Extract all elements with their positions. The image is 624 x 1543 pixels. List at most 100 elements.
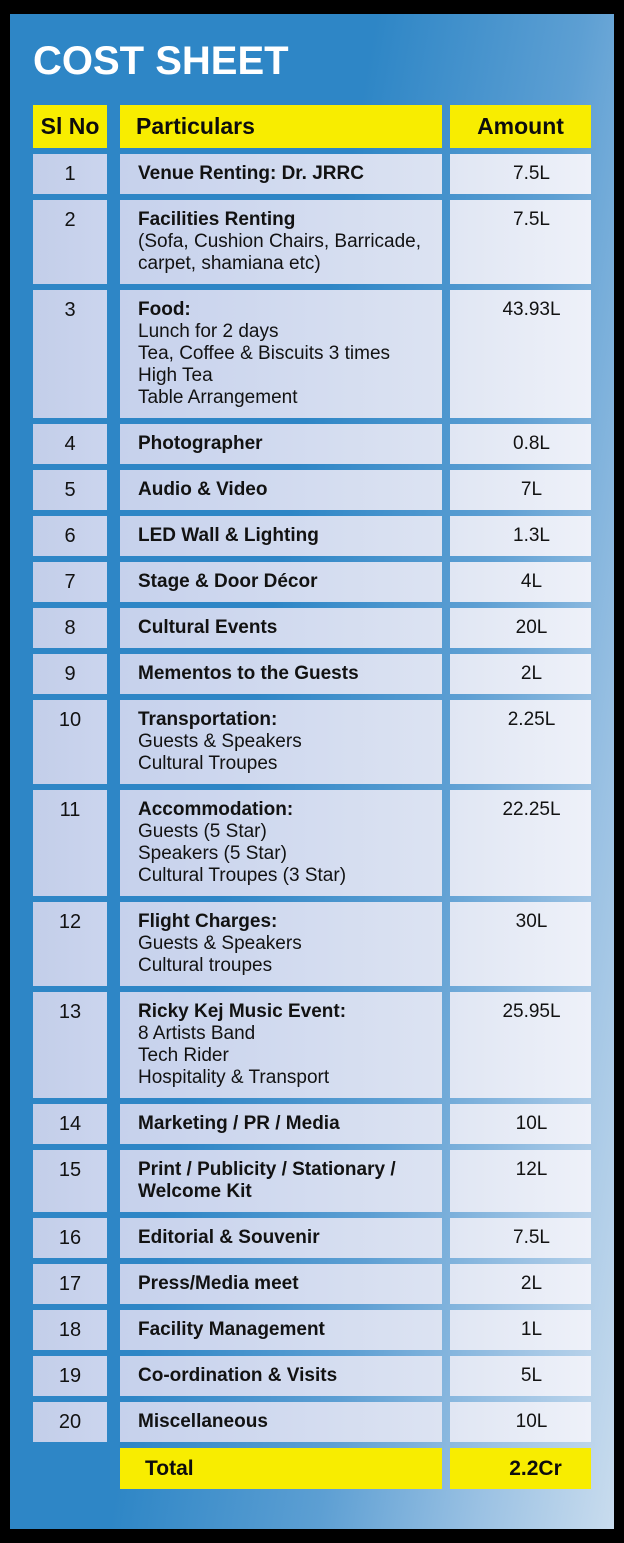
row-particulars-cell: Print / Publicity / Stationary / Welcome…	[120, 1150, 442, 1212]
row-details: Lunch for 2 days Tea, Coffee & Biscuits 3…	[138, 321, 434, 409]
row-detail-line: Cultural Troupes	[138, 753, 278, 774]
row-number-cell: 20	[33, 1402, 107, 1442]
row-detail-line: Lunch for 2 days	[138, 321, 279, 342]
row-title: Marketing / PR / Media	[138, 1113, 340, 1134]
row-particulars-cell: Marketing / PR / Media	[120, 1104, 442, 1144]
row-detail-line: Cultural Troupes (3 Star)	[138, 865, 347, 886]
row-title: Flight Charges:	[138, 911, 278, 932]
row-amount-cell: 1.3L	[450, 516, 591, 556]
row-amount-cell: 20L	[450, 608, 591, 648]
row-number-cell: 16	[33, 1218, 107, 1258]
row-title: Mementos to the Guests	[138, 663, 359, 684]
row-title: Food:	[138, 299, 191, 320]
row-detail-line: 8 Artists Band	[138, 1023, 256, 1044]
row-amount-cell: 5L	[450, 1356, 591, 1396]
row-particulars-cell: Facilities Renting (Sofa, Cushion Chairs…	[120, 200, 442, 284]
row-amount-cell: 2L	[450, 1264, 591, 1304]
total-label-cell: Total	[120, 1448, 442, 1489]
row-title: Facility Management	[138, 1319, 325, 1340]
row-detail-line: Hospitality & Transport	[138, 1067, 330, 1088]
row-number-cell: 14	[33, 1104, 107, 1144]
row-amount-cell: 10L	[450, 1402, 591, 1442]
row-detail-line: (Sofa, Cushion Chairs, Barricade, carpet…	[138, 231, 422, 274]
row-details: Guests (5 Star) Speakers (5 Star) Cultural…	[138, 821, 434, 887]
row-amount-cell: 10L	[450, 1104, 591, 1144]
row-number-cell: 5	[33, 470, 107, 510]
row-amount-cell: 2L	[450, 654, 591, 694]
row-detail-line: Guests & Speakers	[138, 933, 302, 954]
row-particulars-cell: Transportation: Guests & Speakers Cultura…	[120, 700, 442, 784]
row-title: Miscellaneous	[138, 1411, 268, 1432]
row-number-cell: 8	[33, 608, 107, 648]
row-title: Audio & Video	[138, 479, 268, 500]
row-detail-line: Tea, Coffee & Biscuits 3 times	[138, 343, 391, 364]
row-title: Cultural Events	[138, 617, 278, 638]
row-amount-cell: 43.93L	[450, 290, 591, 418]
row-amount-cell: 4L	[450, 562, 591, 602]
row-number-cell: 17	[33, 1264, 107, 1304]
row-detail-line: Cultural troupes	[138, 955, 273, 976]
row-number-cell: 1	[33, 154, 107, 194]
row-title: LED Wall & Lighting	[138, 525, 319, 546]
row-number-cell: 18	[33, 1310, 107, 1350]
header-particulars: Particulars	[120, 105, 442, 148]
page-title: COST SHEET	[33, 39, 289, 83]
row-title: Transportation:	[138, 709, 278, 730]
row-particulars-cell: Photographer	[120, 424, 442, 464]
row-title: Photographer	[138, 433, 263, 454]
row-title: Venue Renting: Dr. JRRC	[138, 163, 364, 184]
row-number-cell: 12	[33, 902, 107, 986]
row-amount-cell: 7.5L	[450, 154, 591, 194]
row-amount-cell: 7L	[450, 470, 591, 510]
row-number-cell: 19	[33, 1356, 107, 1396]
row-detail-line: Guests (5 Star)	[138, 821, 267, 842]
row-number-cell: 11	[33, 790, 107, 896]
row-details: Guests & Speakers Cultural Troupes	[138, 731, 434, 775]
row-title: Print / Publicity / Stationary / Welcome…	[138, 1159, 396, 1202]
row-particulars-cell: Cultural Events	[120, 608, 442, 648]
row-number-cell: 9	[33, 654, 107, 694]
row-particulars-cell: Flight Charges: Guests & Speakers Cultura…	[120, 902, 442, 986]
header-sl-no: Sl No	[33, 105, 107, 148]
total-row-spacer	[33, 1448, 107, 1489]
row-particulars-cell: Co-ordination & Visits	[120, 1356, 442, 1396]
row-title: Ricky Kej Music Event:	[138, 1001, 347, 1022]
row-particulars-cell: Audio & Video	[120, 470, 442, 510]
row-amount-cell: 25.95L	[450, 992, 591, 1098]
total-amount-cell: 2.2Cr	[450, 1448, 591, 1489]
row-particulars-cell: Mementos to the Guests	[120, 654, 442, 694]
row-title: Press/Media meet	[138, 1273, 299, 1294]
row-details: 8 Artists Band Tech Rider Hospitality & Tr…	[138, 1023, 434, 1089]
row-particulars-cell: Stage & Door Décor	[120, 562, 442, 602]
row-number-cell: 2	[33, 200, 107, 284]
row-amount-cell: 2.25L	[450, 700, 591, 784]
row-amount-cell: 22.25L	[450, 790, 591, 896]
row-detail-line: Speakers (5 Star)	[138, 843, 287, 864]
row-amount-cell: 0.8L	[450, 424, 591, 464]
row-number-cell: 15	[33, 1150, 107, 1212]
cost-table: Sl No Particulars Amount 1 Venue Renting…	[33, 105, 591, 1489]
row-details: Guests & Speakers Cultural troupes	[138, 933, 434, 977]
row-detail-line: Tech Rider	[138, 1045, 229, 1066]
row-title: Facilities Renting	[138, 209, 296, 230]
row-title: Accommodation:	[138, 799, 294, 820]
row-particulars-cell: Food: Lunch for 2 days Tea, Coffee & Bisc…	[120, 290, 442, 418]
row-particulars-cell: Press/Media meet	[120, 1264, 442, 1304]
row-amount-cell: 7.5L	[450, 1218, 591, 1258]
row-amount-cell: 12L	[450, 1150, 591, 1212]
row-particulars-cell: Miscellaneous	[120, 1402, 442, 1442]
row-amount-cell: 1L	[450, 1310, 591, 1350]
row-particulars-cell: LED Wall & Lighting	[120, 516, 442, 556]
header-amount: Amount	[450, 105, 591, 148]
row-number-cell: 3	[33, 290, 107, 418]
row-detail-line: Table Arrangement	[138, 387, 298, 408]
row-number-cell: 13	[33, 992, 107, 1098]
row-details: (Sofa, Cushion Chairs, Barricade, carpet…	[138, 231, 434, 275]
row-number-cell: 4	[33, 424, 107, 464]
row-particulars-cell: Accommodation: Guests (5 Star) Speakers (…	[120, 790, 442, 896]
row-detail-line: High Tea	[138, 365, 213, 386]
row-number-cell: 7	[33, 562, 107, 602]
row-title: Stage & Door Décor	[138, 571, 318, 592]
row-detail-line: Guests & Speakers	[138, 731, 302, 752]
